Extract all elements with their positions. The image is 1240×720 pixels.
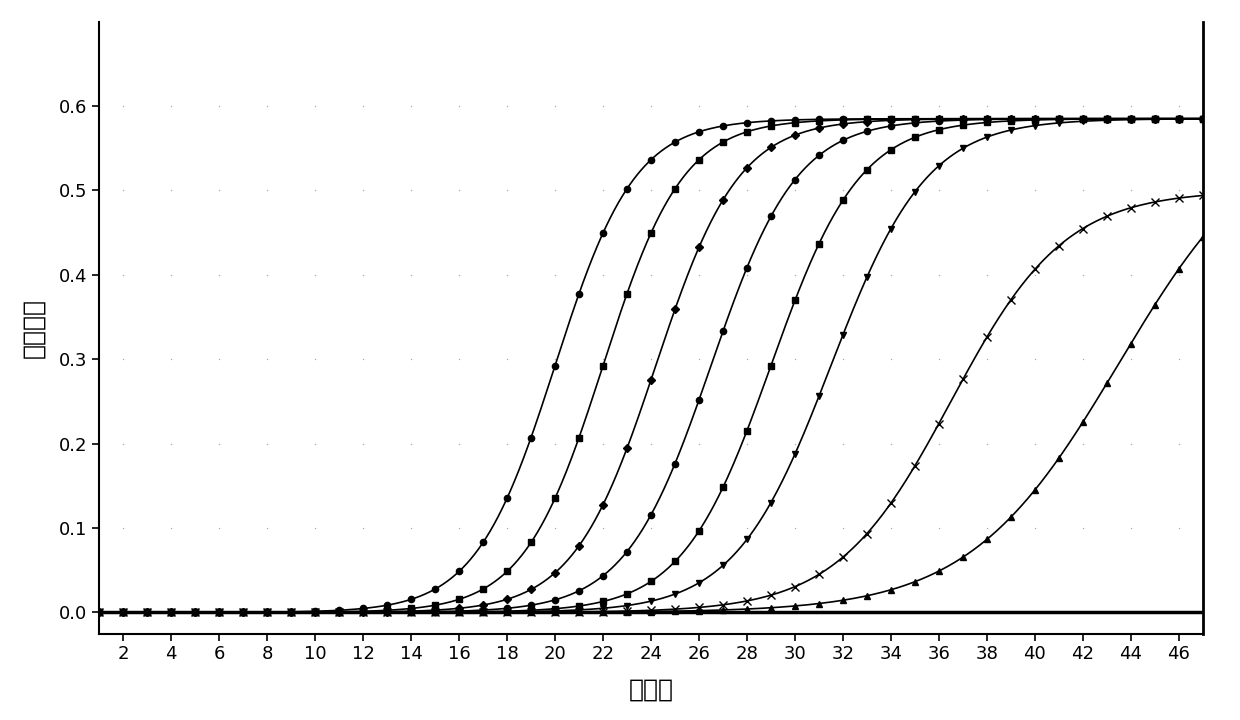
Y-axis label: 荧光强度: 荧光强度 <box>21 297 45 358</box>
X-axis label: 循环数: 循环数 <box>629 678 673 701</box>
